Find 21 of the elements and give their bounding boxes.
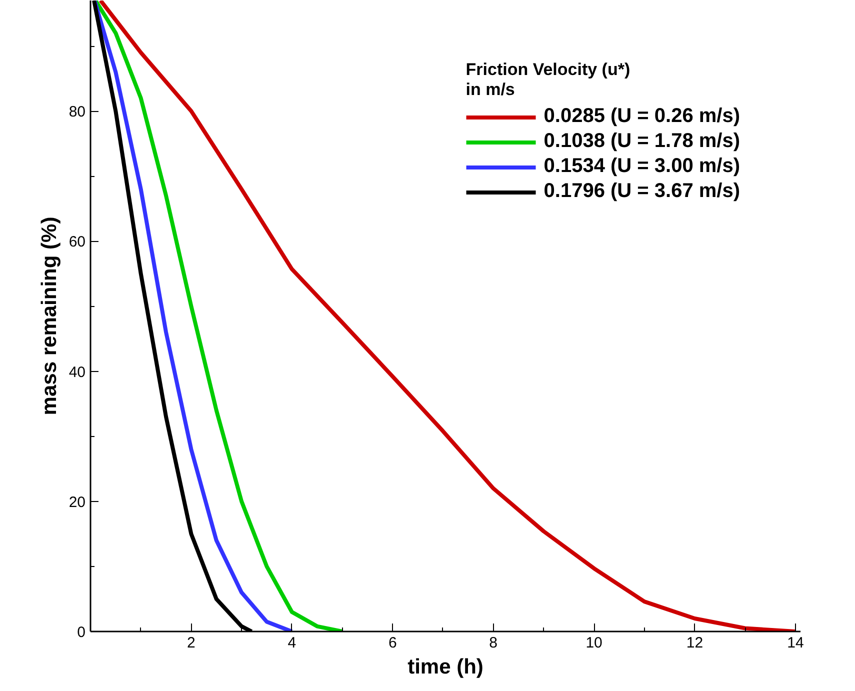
legend-label: 0.1796 (U = 3.67 m/s): [544, 180, 740, 203]
line-series: [94, 0, 344, 632]
x-tick-label: 6: [388, 634, 397, 652]
x-tick-label: 4: [288, 634, 296, 652]
x-axis-title: time (h): [408, 656, 484, 678]
line-series: [98, 0, 798, 632]
y-tick-label: 80: [68, 104, 86, 121]
y-axis-title: mass remaining (%): [38, 216, 61, 416]
y-tick-label: 60: [68, 234, 86, 251]
legend-label: 0.1534 (U = 3.00 m/s): [544, 155, 740, 178]
legend-label: 0.0285 (U = 0.26 m/s): [544, 105, 740, 128]
x-tick-label: 2: [187, 634, 196, 652]
x-tick-label: 14: [787, 634, 804, 652]
x-tick-label: 10: [586, 634, 602, 652]
y-tick-label: 40: [68, 364, 86, 381]
x-tick-label: 8: [489, 634, 498, 652]
y-tick-label: 0: [77, 624, 86, 641]
legend-label: 0.1038 (U = 1.78 m/s): [544, 130, 740, 153]
legend-title: Friction Velocity (u*) in m/s: [466, 60, 632, 100]
y-tick-label: 20: [68, 494, 86, 511]
x-tick-label: 12: [686, 634, 704, 652]
